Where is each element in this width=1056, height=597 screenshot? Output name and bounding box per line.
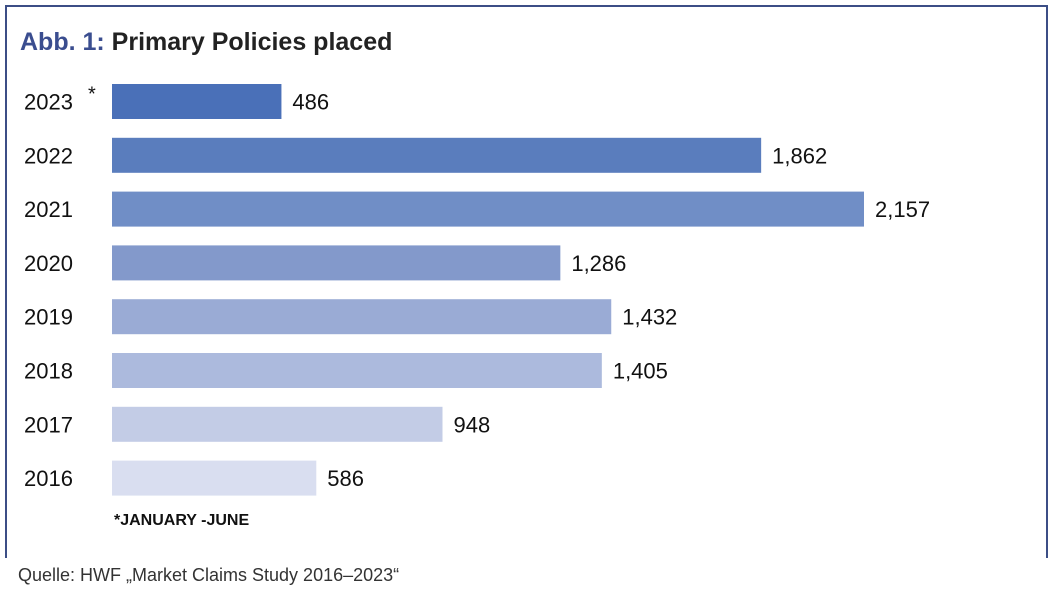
value-label-2016: 586 <box>327 466 364 491</box>
figure-number: Abb. 1: <box>20 28 105 56</box>
footnote: *JANUARY -JUNE <box>114 512 250 529</box>
bar-2022 <box>112 137 762 173</box>
year-label-2018: 2018 <box>24 359 73 384</box>
bar-2019 <box>112 299 612 335</box>
value-label-2018: 1,405 <box>613 359 668 384</box>
asterisk-mark-2023: * <box>88 84 96 106</box>
value-label-2022: 1,862 <box>772 143 827 168</box>
year-label-2017: 2017 <box>24 412 73 437</box>
value-label-2023: 486 <box>292 90 329 115</box>
year-label-2022: 2022 <box>24 143 73 168</box>
value-label-2017: 948 <box>454 412 491 437</box>
year-label-2019: 2019 <box>24 305 73 330</box>
bar-2020 <box>112 245 561 281</box>
value-label-2020: 1,286 <box>571 251 626 276</box>
value-label-2019: 1,432 <box>622 305 677 330</box>
bar-2017 <box>112 406 443 442</box>
bar-2023 <box>112 84 282 119</box>
year-label-2021: 2021 <box>24 197 73 222</box>
year-label-2023: 2023 <box>24 90 73 115</box>
value-label-2021: 2,157 <box>875 197 930 222</box>
year-label-2020: 2020 <box>24 251 73 276</box>
bar-2021 <box>112 191 864 227</box>
source-note: Quelle: HWF „Market Claims Study 2016–20… <box>18 565 400 585</box>
bar-2016 <box>112 460 317 496</box>
bar-2018 <box>112 353 602 388</box>
chart-title: Abb. 1: Primary Policies placed <box>20 28 392 57</box>
chart-title-text: Primary Policies placed <box>111 28 393 56</box>
year-label-2016: 2016 <box>24 466 73 491</box>
